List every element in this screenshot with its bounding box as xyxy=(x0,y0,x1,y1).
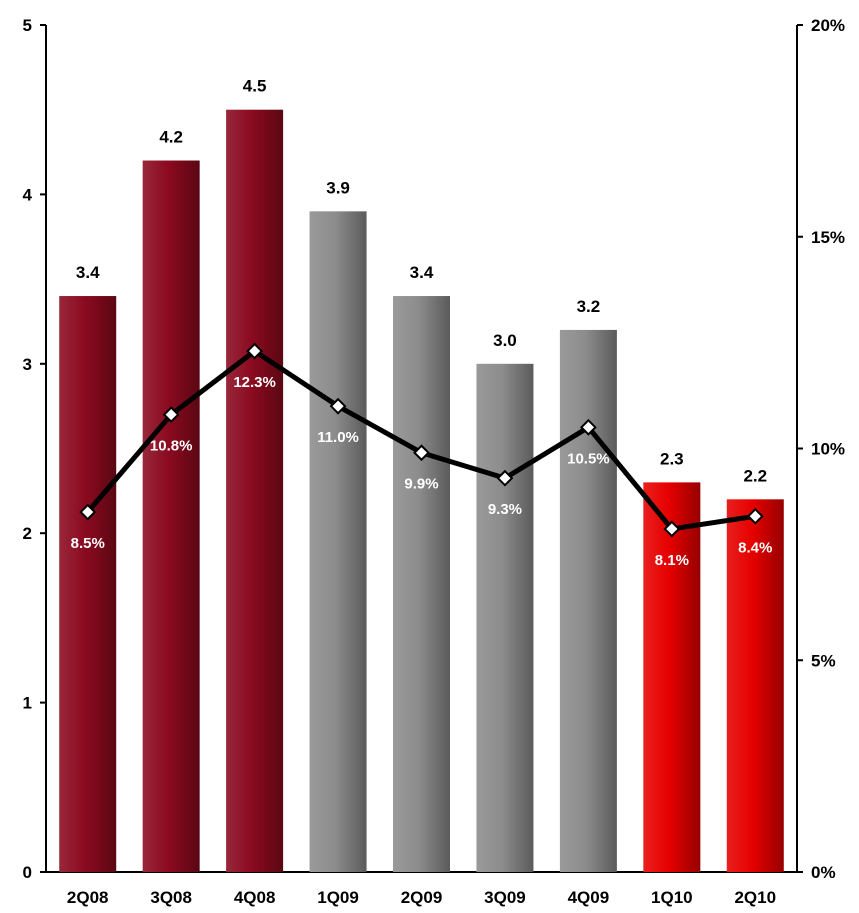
left-axis-tick-label: 4 xyxy=(23,185,33,204)
bar-value-labels: 3.4 4.2 4.5 3.9 3.4 3.0 3.2 2.3 2.2 xyxy=(76,77,767,486)
line-value-label: 10.5% xyxy=(567,450,610,467)
line-point-marker xyxy=(413,444,430,462)
x-axis-category-label: 1Q10 xyxy=(651,888,693,907)
line-point-marker xyxy=(329,397,347,415)
bar-value-label: 2.3 xyxy=(660,449,684,468)
x-axis-category-label: 4Q08 xyxy=(234,888,276,907)
bar xyxy=(142,160,200,872)
bar xyxy=(726,499,784,872)
right-axis-tick-label: 20% xyxy=(811,16,845,35)
line-point-marker xyxy=(663,520,681,538)
bar-value-label: 3.2 xyxy=(577,297,601,316)
line-value-label: 11.0% xyxy=(317,429,359,446)
line-point-marker xyxy=(496,469,514,487)
line-series-group: 8.5% 10.8% 12.3% 11.0% 9.9% 9.3% 10.5% 8.1% 8.4% xyxy=(71,342,772,569)
bar-value-label: 3.4 xyxy=(410,263,434,282)
bar xyxy=(476,363,534,872)
left-axis-tick-label: 5 xyxy=(23,16,32,35)
bar xyxy=(643,482,701,872)
left-axis-tick-label: 0 xyxy=(23,863,32,882)
bars-group xyxy=(59,109,784,873)
bar-value-label: 3.0 xyxy=(493,331,517,350)
right-axis-tick-label: 5% xyxy=(811,651,836,670)
bar-value-label: 3.9 xyxy=(326,178,350,197)
bar xyxy=(226,109,284,872)
line-point-marker xyxy=(579,418,597,436)
bar-value-label: 2.2 xyxy=(743,466,767,485)
line-value-label: 8.5% xyxy=(71,535,105,552)
line-point-marker xyxy=(246,342,264,360)
x-axis-category-label: 3Q09 xyxy=(484,888,526,907)
left-axis-tick-label: 2 xyxy=(23,524,32,543)
right-axis-tick-label: 10% xyxy=(811,440,845,459)
x-axis-category-label: 1Q09 xyxy=(317,888,359,907)
bar xyxy=(309,211,367,873)
line-point-marker xyxy=(746,507,764,525)
x-axis-category-label: 2Q09 xyxy=(401,888,443,907)
line-value-label: 10.8% xyxy=(150,438,193,455)
x-axis-category-label: 2Q08 xyxy=(67,888,109,907)
bar-value-label: 4.2 xyxy=(159,128,183,147)
x-axis-category-label: 4Q09 xyxy=(568,888,610,907)
line-value-label: 8.1% xyxy=(655,552,689,569)
bar xyxy=(393,296,450,872)
line-point-marker xyxy=(79,503,97,521)
line-value-label: 9.3% xyxy=(488,501,522,518)
right-axis-tick-label: 15% xyxy=(811,228,845,247)
left-axis-tick-label: 1 xyxy=(23,694,32,713)
left-axis-tick-label: 3 xyxy=(23,355,32,374)
bar xyxy=(559,329,617,872)
right-axis-tick-label: 0% xyxy=(811,863,836,882)
x-axis-category-label: 3Q08 xyxy=(150,888,192,907)
x-axis-category-label: 2Q10 xyxy=(734,888,776,907)
line-value-label: 9.9% xyxy=(404,476,438,493)
line-value-label: 12.3% xyxy=(233,374,276,391)
tick-labels-group: 0 1 2 3 4 5 0% 5% 10% 15% 20% 2Q08 3Q08 4Q08 1Q09 2Q09 3… xyxy=(23,16,846,907)
line-point-marker xyxy=(162,406,180,424)
bar-value-label: 4.5 xyxy=(243,77,267,96)
bar xyxy=(59,296,117,872)
bar-value-label: 3.4 xyxy=(76,263,100,282)
line-value-label: 8.4% xyxy=(738,539,772,556)
